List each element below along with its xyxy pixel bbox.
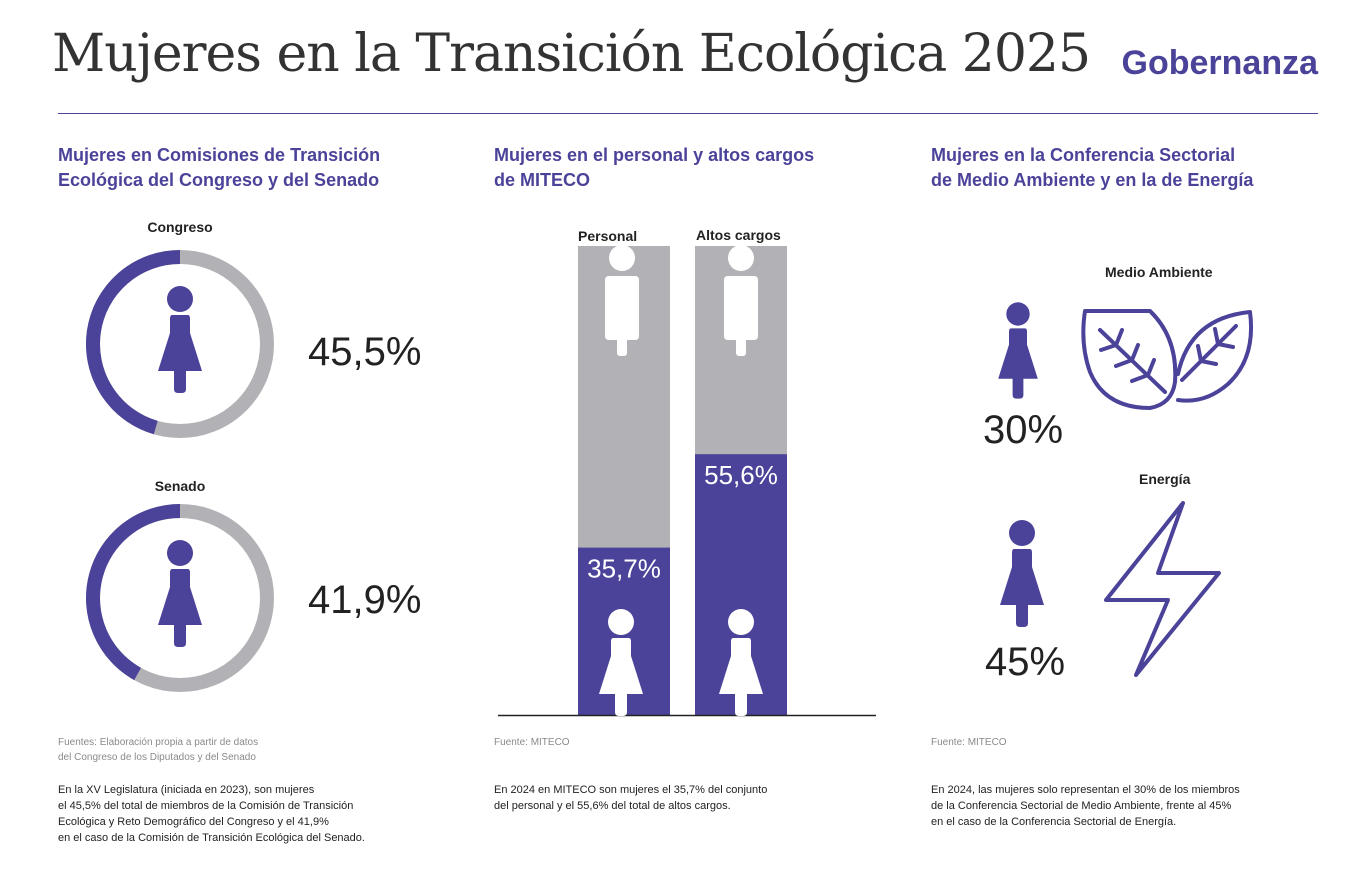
header-divider [58, 113, 1318, 114]
bar-label-personal: Personal [578, 228, 638, 244]
col1-note-line: en el caso de la Comisión de Transición … [58, 832, 365, 844]
section-label: Gobernanza [1121, 44, 1318, 82]
col3-title: Mujeres en la Conferencia Sectorial de M… [931, 143, 1311, 193]
bar-value-personal: 35,7% [587, 554, 661, 584]
col2-note: En 2024 en MITECO son mujeres el 35,7% d… [494, 782, 767, 814]
lightning-icon [1104, 501, 1221, 677]
col1-title-line: Ecológica del Congreso y del Senado [58, 170, 380, 190]
col3-note: En 2024, las mujeres solo representan el… [931, 782, 1240, 830]
col3-title-line: Mujeres en la Conferencia Sectorial [931, 145, 1236, 165]
col2-title: Mujeres en el personal y altos cargos de… [494, 143, 874, 193]
col1-source: Fuentes: Elaboración propia a partir de … [58, 735, 398, 765]
bar-value-altos-cargos: 55,6% [704, 460, 778, 490]
donut-arc-women [85, 250, 181, 435]
col1-title: Mujeres en Comisiones de Transición Ecol… [58, 143, 438, 193]
col3-note-line: de la Conferencia Sectorial de Medio Amb… [931, 800, 1232, 812]
page-title: Mujeres en la Transición Ecológica 2025 [52, 24, 1091, 84]
pct-congreso: 45,5% [308, 330, 422, 374]
col1-title-line: Mujeres en Comisiones de Transición [58, 145, 381, 165]
pct-energia: 45% [985, 640, 1066, 684]
col1-source-line: del Congreso de los Diputados y del Sena… [58, 752, 256, 763]
donut-chart-senado [86, 504, 274, 692]
donut-label-congreso: Congreso [147, 219, 213, 235]
col2-note-line: En 2024 en MITECO son mujeres el 35,7% d… [494, 784, 768, 796]
pct-senado: 41,9% [308, 578, 422, 622]
col3-note-line: en el caso de la Conferencia Sectorial d… [931, 816, 1177, 828]
donut-label-senado: Senado [154, 478, 206, 494]
col1-note-line: En la XV Legislatura (iniciada en 2023),… [58, 784, 315, 796]
woman-icon [998, 302, 1038, 399]
donut-arc-women [86, 504, 181, 681]
pct-medio-ambiente: 30% [983, 408, 1064, 452]
donut-chart-congreso [85, 250, 274, 438]
label-energia: Energía [1139, 471, 1191, 487]
col1-source-line: Fuentes: Elaboración propia a partir de … [58, 737, 259, 748]
col1-note-line: Ecológica y Reto Demográfico del Congres… [58, 816, 329, 828]
col2-title-line: de MITECO [494, 170, 591, 190]
col2-title-line: Mujeres en el personal y altos cargos [494, 145, 815, 165]
col1-note-line: el 45,5% del total de miembros de la Com… [58, 800, 354, 812]
col1-note: En la XV Legislatura (iniciada en 2023),… [58, 782, 365, 846]
col2-source: Fuente: MITECO [494, 737, 570, 748]
col3-title-line: de Medio Ambiente y en la de Energía [931, 170, 1254, 190]
col3-note-line: En 2024, las mujeres solo representan el… [931, 784, 1240, 796]
label-medio-ambiente: Medio Ambiente [1105, 264, 1213, 280]
bar-label-altos-cargos: Altos cargos [696, 227, 781, 243]
woman-icon [1000, 520, 1044, 627]
col3-source: Fuente: MITECO [931, 737, 1007, 748]
leaves-icon [1081, 309, 1254, 410]
col2-note-line: del personal y el 55,6% del total de alt… [494, 800, 731, 812]
